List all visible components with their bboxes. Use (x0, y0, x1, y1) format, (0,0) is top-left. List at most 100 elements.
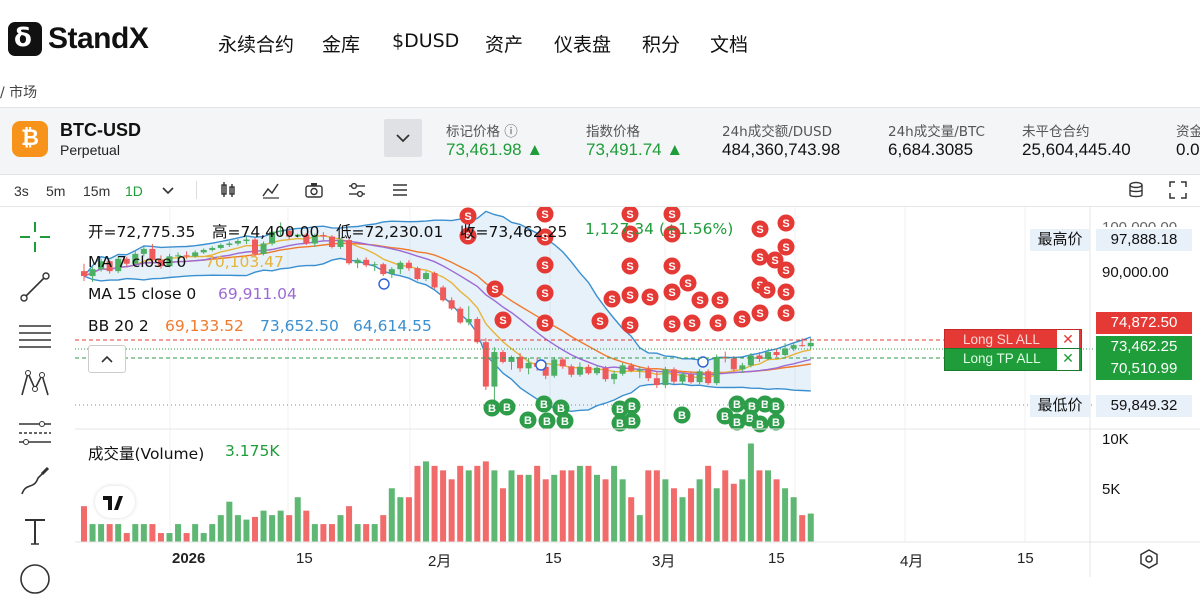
settings-hex-icon[interactable] (1138, 548, 1160, 570)
candle-body (286, 230, 293, 237)
top-nav (0, 0, 1200, 80)
price-chart[interactable]: SSSSSSSSSSSSSSSSSSSSSSSSSSSSSSSSSSSSSSSB… (75, 207, 1200, 577)
buy-marker (728, 395, 746, 413)
long-tp-order[interactable]: Long TP ALL ✕ (944, 348, 1082, 371)
camera-icon[interactable] (304, 180, 324, 200)
settings-icon[interactable] (347, 180, 367, 200)
candle-body (576, 366, 583, 375)
fullscreen-icon[interactable] (1168, 180, 1188, 200)
candle-body (269, 231, 276, 244)
breadcrumb[interactable]: / 市场 (0, 85, 38, 101)
volume-24h-value: 6,684.3085 (888, 140, 974, 159)
measure-icon[interactable] (16, 414, 54, 452)
bb-upper-value: 73,652.50 (260, 317, 339, 335)
nav-dashboard[interactable]: 仪表盘 (554, 34, 612, 56)
crosshair-icon[interactable] (16, 218, 54, 256)
cancel-sl-button[interactable]: ✕ (1057, 330, 1079, 351)
buy-marker-label: B (524, 415, 532, 427)
more-tools-icon[interactable] (16, 560, 54, 598)
candles-icon[interactable] (218, 180, 238, 200)
buy-marker-label: B (772, 417, 780, 429)
sell-marker-label: S (763, 285, 770, 297)
brush-icon[interactable] (16, 464, 54, 502)
nav-vault[interactable]: 金库 (322, 34, 361, 56)
timeframe-3s[interactable]: 3s (14, 183, 29, 199)
fib-icon[interactable] (16, 318, 54, 356)
buy-marker-label: B (733, 417, 741, 429)
volume-bar (106, 524, 113, 542)
volume-bar (294, 497, 301, 542)
volume-bar (619, 479, 626, 542)
sell-marker (709, 314, 727, 332)
nav-assets[interactable]: 资产 (485, 34, 524, 56)
volume-bar (739, 479, 746, 542)
text-icon[interactable] (16, 512, 54, 550)
long-sl-label: Long SL ALL (963, 332, 1040, 347)
buy-marker (728, 413, 746, 431)
volume-bar (277, 510, 284, 542)
volume-bar (688, 488, 695, 542)
highest-price-label: 最高价 (1030, 229, 1090, 251)
buy-marker-label: B (616, 404, 624, 416)
buy-marker-label: B (772, 401, 780, 413)
nav-dusd[interactable]: $DUSD (392, 30, 460, 52)
collapse-legend-button[interactable] (88, 345, 126, 373)
volume-bar (123, 533, 130, 542)
volume-bar (645, 470, 652, 542)
tradingview-logo[interactable] (95, 486, 135, 518)
volume-bar (662, 479, 669, 542)
nav-perpetual[interactable]: 永续合约 (218, 34, 295, 56)
brand-logo-icon[interactable]: δ (8, 22, 42, 56)
nav-docs[interactable]: 文档 (710, 34, 749, 56)
candle-body (448, 300, 455, 309)
sell-marker-label: S (626, 229, 633, 241)
ticker-bar (0, 107, 1200, 175)
timeframe-chevron-down-icon[interactable] (158, 180, 178, 200)
pair-dropdown-button[interactable] (384, 119, 422, 157)
funding-value: 0.0 (1176, 140, 1200, 159)
volume-bar (465, 470, 472, 542)
volume-bar (209, 524, 216, 542)
indicators-icon[interactable] (261, 180, 281, 200)
timeframe-15m[interactable]: 15m (83, 183, 111, 199)
sell-marker-label: S (688, 318, 695, 330)
sell-marker (494, 311, 512, 329)
candle-body (670, 369, 677, 382)
candle-body (645, 369, 652, 379)
legend-low: 低=72,230.01 (336, 223, 444, 241)
cancel-tp-button[interactable]: ✕ (1057, 349, 1079, 370)
list-icon[interactable] (390, 180, 410, 200)
legend-open: 开=72,775.35 (88, 223, 196, 241)
pattern-icon[interactable] (16, 365, 54, 403)
trendline-icon[interactable] (16, 268, 54, 306)
sell-marker (459, 227, 477, 245)
candle-body (602, 367, 609, 380)
database-icon[interactable] (1126, 180, 1146, 200)
volume-bar (234, 515, 241, 542)
sell-marker-label: S (626, 261, 633, 273)
volume-24h-label: 24h成交量/BTC (888, 124, 985, 140)
volume-bar (474, 465, 481, 542)
buy-marker-label: B (540, 399, 548, 411)
sell-marker (751, 220, 769, 238)
timeframe-1d[interactable]: 1D (125, 183, 143, 199)
long-sl-order[interactable]: Long SL ALL ✕ (944, 329, 1082, 352)
sell-marker-label: S (738, 314, 745, 326)
brand-name[interactable]: StandX (48, 22, 149, 55)
volume-bar (157, 533, 164, 542)
order-circle-marker (697, 356, 709, 368)
candle-body (388, 269, 395, 275)
sell-marker-label: S (782, 218, 789, 230)
candle-body (619, 365, 626, 374)
nav-points[interactable]: 积分 (642, 34, 681, 56)
volume-bar (585, 465, 592, 542)
buy-marker-label: B (628, 416, 636, 428)
volume-bar (576, 465, 583, 542)
sell-marker-label: S (668, 319, 675, 331)
pair-name[interactable]: BTC-USD (60, 120, 141, 140)
sell-marker (751, 304, 769, 322)
timeframe-5m[interactable]: 5m (46, 183, 66, 199)
sell-marker-label: S (541, 288, 548, 300)
volume-bar (636, 515, 643, 542)
candle-body (354, 259, 361, 264)
